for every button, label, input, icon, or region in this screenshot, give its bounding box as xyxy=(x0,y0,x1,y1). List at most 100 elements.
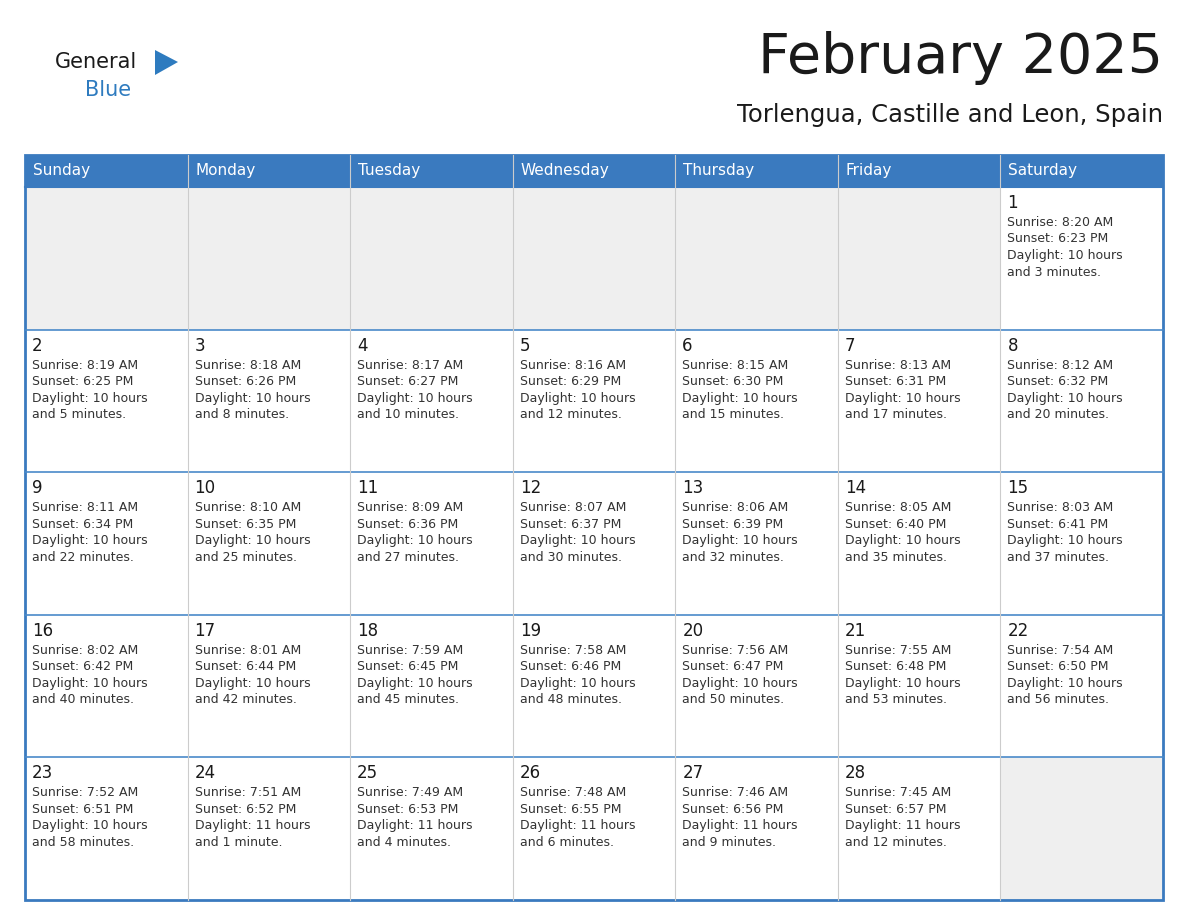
Bar xyxy=(675,615,838,757)
Text: Daylight: 10 hours: Daylight: 10 hours xyxy=(682,392,798,405)
Text: Sunset: 6:56 PM: Sunset: 6:56 PM xyxy=(682,803,784,816)
Bar xyxy=(838,615,1000,757)
Text: Daylight: 10 hours: Daylight: 10 hours xyxy=(32,820,147,833)
Bar xyxy=(675,155,838,187)
Text: Sunrise: 8:15 AM: Sunrise: 8:15 AM xyxy=(682,359,789,372)
Text: Sunrise: 7:46 AM: Sunrise: 7:46 AM xyxy=(682,787,789,800)
Text: Sunset: 6:52 PM: Sunset: 6:52 PM xyxy=(195,803,296,816)
Bar xyxy=(1000,155,1163,187)
Text: 27: 27 xyxy=(682,765,703,782)
Text: 9: 9 xyxy=(32,479,43,498)
Text: Sunrise: 8:16 AM: Sunrise: 8:16 AM xyxy=(519,359,626,372)
Text: Daylight: 10 hours: Daylight: 10 hours xyxy=(1007,392,1123,405)
Text: Sunset: 6:48 PM: Sunset: 6:48 PM xyxy=(845,660,946,673)
Text: Daylight: 10 hours: Daylight: 10 hours xyxy=(195,392,310,405)
Bar xyxy=(513,757,675,900)
Text: Daylight: 11 hours: Daylight: 11 hours xyxy=(682,820,798,833)
Text: Sunset: 6:37 PM: Sunset: 6:37 PM xyxy=(519,518,621,531)
Text: Daylight: 10 hours: Daylight: 10 hours xyxy=(358,534,473,547)
Bar xyxy=(25,615,188,757)
Text: Sunrise: 8:05 AM: Sunrise: 8:05 AM xyxy=(845,501,952,514)
Text: and 17 minutes.: and 17 minutes. xyxy=(845,409,947,421)
Bar xyxy=(350,155,513,187)
Text: Daylight: 10 hours: Daylight: 10 hours xyxy=(1007,677,1123,689)
Text: Sunset: 6:29 PM: Sunset: 6:29 PM xyxy=(519,375,621,388)
Text: Sunset: 6:57 PM: Sunset: 6:57 PM xyxy=(845,803,947,816)
Text: Sunrise: 8:09 AM: Sunrise: 8:09 AM xyxy=(358,501,463,514)
Text: Sunset: 6:42 PM: Sunset: 6:42 PM xyxy=(32,660,133,673)
Text: Daylight: 10 hours: Daylight: 10 hours xyxy=(1007,534,1123,547)
Bar xyxy=(1000,187,1163,330)
Text: 4: 4 xyxy=(358,337,367,354)
Text: Sunrise: 8:03 AM: Sunrise: 8:03 AM xyxy=(1007,501,1113,514)
Bar xyxy=(513,155,675,187)
Text: Sunrise: 7:59 AM: Sunrise: 7:59 AM xyxy=(358,644,463,656)
Text: Sunset: 6:47 PM: Sunset: 6:47 PM xyxy=(682,660,784,673)
Text: Tuesday: Tuesday xyxy=(358,163,421,178)
Bar xyxy=(1000,615,1163,757)
Text: Daylight: 10 hours: Daylight: 10 hours xyxy=(32,677,147,689)
Text: and 25 minutes.: and 25 minutes. xyxy=(195,551,297,564)
Text: 6: 6 xyxy=(682,337,693,354)
Text: Sunset: 6:36 PM: Sunset: 6:36 PM xyxy=(358,518,459,531)
Text: Torlengua, Castille and Leon, Spain: Torlengua, Castille and Leon, Spain xyxy=(737,103,1163,127)
Text: Daylight: 10 hours: Daylight: 10 hours xyxy=(682,677,798,689)
Text: 21: 21 xyxy=(845,621,866,640)
Text: Sunrise: 8:19 AM: Sunrise: 8:19 AM xyxy=(32,359,138,372)
Text: and 35 minutes.: and 35 minutes. xyxy=(845,551,947,564)
Bar xyxy=(1000,472,1163,615)
Text: Sunset: 6:27 PM: Sunset: 6:27 PM xyxy=(358,375,459,388)
Text: Sunset: 6:34 PM: Sunset: 6:34 PM xyxy=(32,518,133,531)
Text: Sunset: 6:39 PM: Sunset: 6:39 PM xyxy=(682,518,784,531)
Text: Monday: Monday xyxy=(196,163,255,178)
Bar xyxy=(188,187,350,330)
Text: and 22 minutes.: and 22 minutes. xyxy=(32,551,134,564)
Text: and 50 minutes.: and 50 minutes. xyxy=(682,693,784,706)
Bar xyxy=(25,472,188,615)
Text: and 10 minutes.: and 10 minutes. xyxy=(358,409,459,421)
Bar xyxy=(188,330,350,472)
Text: and 56 minutes.: and 56 minutes. xyxy=(1007,693,1110,706)
Text: Sunset: 6:44 PM: Sunset: 6:44 PM xyxy=(195,660,296,673)
Bar xyxy=(188,155,350,187)
Text: Sunrise: 7:54 AM: Sunrise: 7:54 AM xyxy=(1007,644,1113,656)
Text: and 48 minutes.: and 48 minutes. xyxy=(519,693,621,706)
Text: and 20 minutes.: and 20 minutes. xyxy=(1007,409,1110,421)
Bar xyxy=(513,472,675,615)
Bar xyxy=(838,155,1000,187)
Bar xyxy=(838,472,1000,615)
Bar xyxy=(25,757,188,900)
Text: and 9 minutes.: and 9 minutes. xyxy=(682,836,776,849)
Text: Sunset: 6:40 PM: Sunset: 6:40 PM xyxy=(845,518,946,531)
Text: 1: 1 xyxy=(1007,194,1018,212)
Text: Daylight: 10 hours: Daylight: 10 hours xyxy=(845,392,960,405)
Text: and 12 minutes.: and 12 minutes. xyxy=(845,836,947,849)
Text: Wednesday: Wednesday xyxy=(520,163,609,178)
Text: Sunrise: 8:18 AM: Sunrise: 8:18 AM xyxy=(195,359,301,372)
Text: Sunday: Sunday xyxy=(33,163,90,178)
Bar xyxy=(1000,330,1163,472)
Text: 2: 2 xyxy=(32,337,43,354)
Bar xyxy=(838,757,1000,900)
Text: and 45 minutes.: and 45 minutes. xyxy=(358,693,459,706)
Bar xyxy=(188,472,350,615)
Text: Daylight: 11 hours: Daylight: 11 hours xyxy=(358,820,473,833)
Text: 16: 16 xyxy=(32,621,53,640)
Text: and 12 minutes.: and 12 minutes. xyxy=(519,409,621,421)
Text: Sunrise: 7:45 AM: Sunrise: 7:45 AM xyxy=(845,787,952,800)
Bar xyxy=(838,187,1000,330)
Text: 13: 13 xyxy=(682,479,703,498)
Text: Sunset: 6:55 PM: Sunset: 6:55 PM xyxy=(519,803,621,816)
Text: and 53 minutes.: and 53 minutes. xyxy=(845,693,947,706)
Text: Sunrise: 7:49 AM: Sunrise: 7:49 AM xyxy=(358,787,463,800)
Text: and 40 minutes.: and 40 minutes. xyxy=(32,693,134,706)
Text: Sunrise: 7:48 AM: Sunrise: 7:48 AM xyxy=(519,787,626,800)
Text: Sunrise: 8:06 AM: Sunrise: 8:06 AM xyxy=(682,501,789,514)
Text: Sunset: 6:25 PM: Sunset: 6:25 PM xyxy=(32,375,133,388)
Text: Daylight: 10 hours: Daylight: 10 hours xyxy=(845,677,960,689)
Bar xyxy=(350,330,513,472)
Text: Daylight: 10 hours: Daylight: 10 hours xyxy=(32,392,147,405)
Text: 8: 8 xyxy=(1007,337,1018,354)
Bar xyxy=(675,757,838,900)
Text: 28: 28 xyxy=(845,765,866,782)
